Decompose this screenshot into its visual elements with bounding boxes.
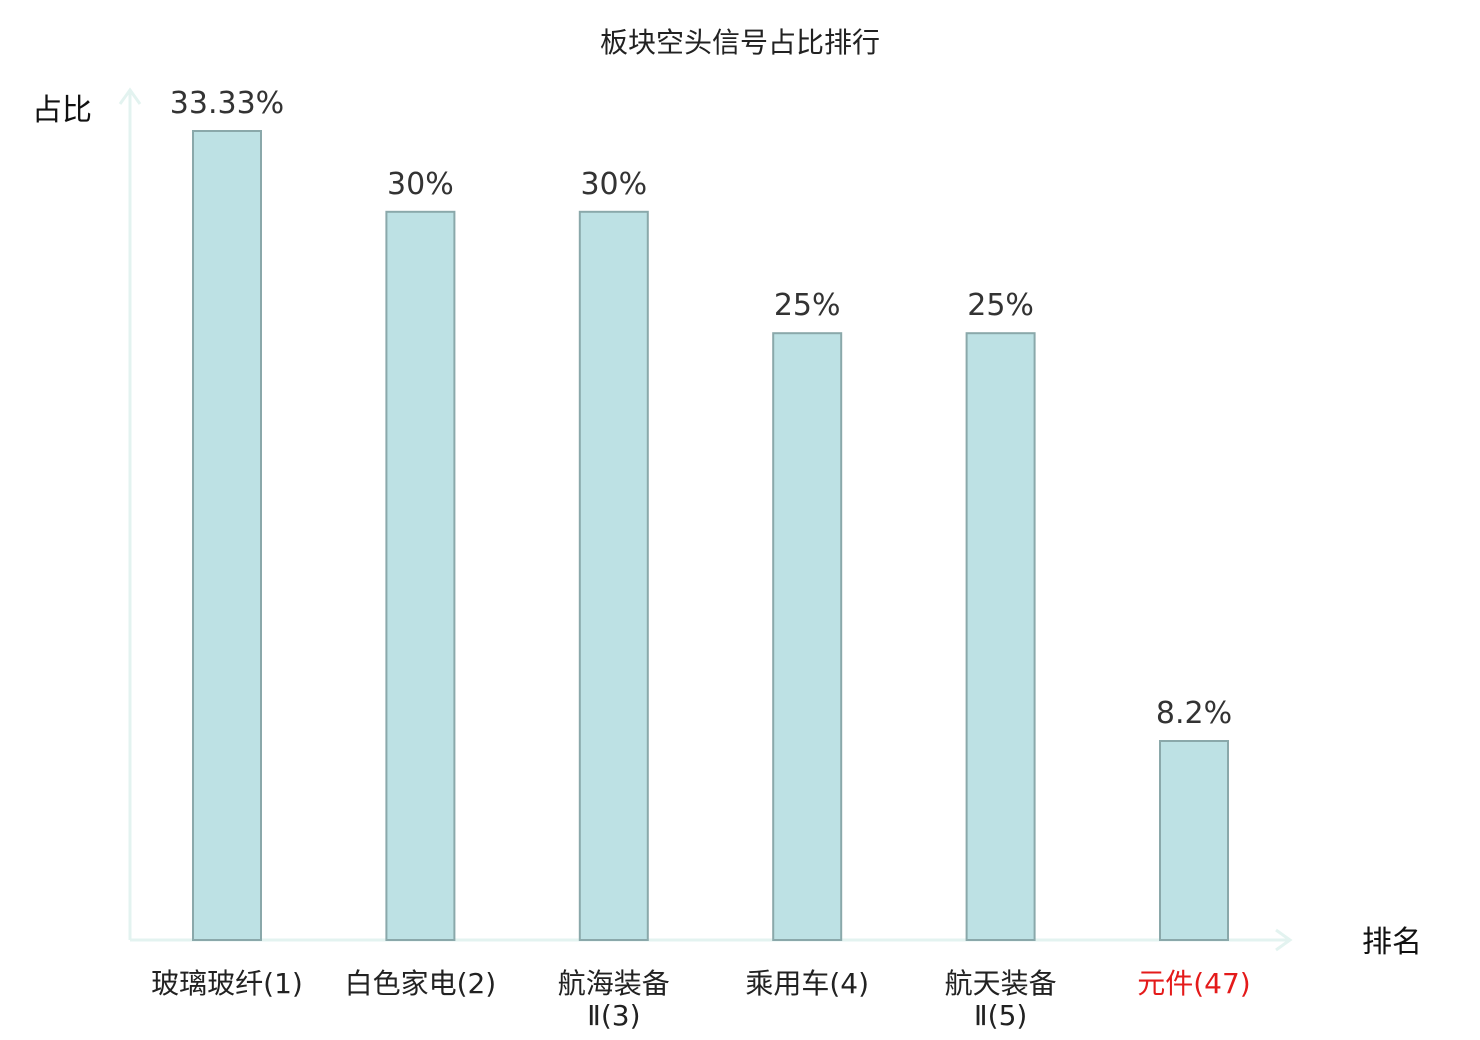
category-label-1: 玻璃玻纤(1) <box>151 967 303 1000</box>
value-labels-layer: 33.33% 30% 30% 25% 25% 8.2% <box>170 86 1232 731</box>
value-label-5: 25% <box>967 288 1034 323</box>
value-label-4: 25% <box>774 288 841 323</box>
bars-layer <box>192 130 1229 942</box>
category-label-5: 航天装备 Ⅱ(5) <box>945 967 1057 1032</box>
category-label-6: 元件(47) <box>1137 967 1250 1000</box>
category-labels-layer: 玻璃玻纤(1) 白色家电(2) 航海装备 Ⅱ(3) 乘用车(4) 航天装备 Ⅱ(5) 元件(4… <box>151 967 1251 1032</box>
bar-3 <box>578 210 649 942</box>
x-axis-arrow <box>1275 928 1293 952</box>
value-label-6: 8.2% <box>1156 696 1232 731</box>
value-label-2: 30% <box>387 167 454 202</box>
bar-5 <box>965 332 1036 941</box>
bar-2 <box>385 210 456 942</box>
bar-1 <box>192 130 262 941</box>
category-label-4: 乘用车(4) <box>745 967 869 1000</box>
value-label-3: 30% <box>580 167 647 202</box>
axes-layer <box>118 87 1293 952</box>
category-label-3: 航海装备 Ⅱ(3) <box>558 967 670 1032</box>
bar-6 <box>1159 740 1229 941</box>
x-axis-label: 排名 <box>1362 925 1422 960</box>
value-label-1: 33.33% <box>170 86 284 121</box>
y-axis-arrow <box>118 87 142 105</box>
chart-title: 板块空头信号占比排行 <box>600 26 880 59</box>
y-axis-label: 占比 <box>32 93 92 128</box>
bar-4 <box>772 332 843 941</box>
category-label-2: 白色家电(2) <box>345 967 497 1000</box>
